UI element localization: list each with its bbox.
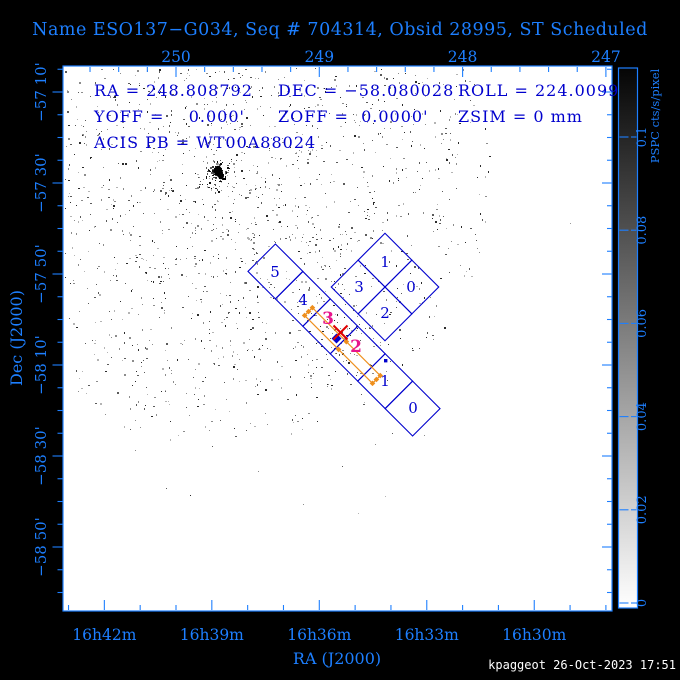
colorbar-title: PSPC cts/s/pixel	[648, 68, 662, 163]
annotation-zoff: ZOFF = 0.0000'	[278, 107, 428, 126]
page-title: Name ESO137−G034, Seq # 704314, Obsid 28…	[32, 20, 648, 40]
x-axis-title: RA (J2000)	[293, 649, 381, 668]
acis-s-chip-label: 4	[298, 291, 308, 309]
y-tick-label: −57 10'	[32, 62, 50, 122]
x-bottom-tick-label: 16h36m	[287, 626, 351, 644]
axis-ticks	[52, 67, 612, 610]
acis-i-chip-label: 3	[354, 278, 364, 296]
detector-aimpoint-marker	[331, 333, 342, 344]
x-bottom-tick-label: 16h39m	[180, 626, 244, 644]
x-bottom-tick-label: 16h42m	[72, 626, 136, 644]
bright-source-blob	[212, 165, 226, 180]
x-top-tick-label: 248	[448, 48, 478, 66]
y-tick-label: −58 10'	[32, 335, 50, 395]
subarray-box	[301, 304, 384, 387]
acis-i-chip-label: 1	[380, 253, 390, 271]
y-tick-label: −57 30'	[32, 153, 50, 213]
annotation-acis-pb: ACIS PB = WT00A88024	[93, 133, 316, 152]
acis-i-chip-label: 0	[406, 278, 416, 296]
y-tick-label: −58 30'	[32, 426, 50, 486]
colorbar: 0.1 0.08 0.06 0.04 0.02 0 PSPC cts/s/pixel	[617, 67, 662, 609]
colorbar-tick-label: 0.06	[635, 309, 650, 338]
x-bottom-tick-label: 16h33m	[395, 626, 459, 644]
y-tick-label: −58 50'	[32, 517, 50, 577]
colorbar-tick-label: 0.02	[635, 495, 650, 524]
annotation-ra: RA = 248.808792	[94, 81, 253, 100]
x-top-tick-label: 249	[305, 48, 335, 66]
colorbar-tick-label: 0	[635, 599, 650, 607]
acis-i-chip-label: 2	[380, 304, 390, 322]
x-top-tick-label: 250	[161, 48, 191, 66]
acis-i-array-outline	[330, 232, 440, 342]
annotation-zsim: ZSIM = 0 mm	[458, 107, 583, 126]
annotation-dec: DEC = −58.080028	[278, 81, 454, 100]
acis-s-chip-label: 2	[350, 337, 362, 357]
acis-s-chip-label: 1	[380, 372, 390, 390]
acis-s-chip-label: 0	[408, 399, 418, 417]
y-tick-label: −57 50'	[32, 244, 50, 304]
target-cross-icon	[332, 324, 349, 341]
colorbar-tick-label: 0.08	[635, 216, 650, 245]
credit-timestamp: kpaggeot 26-Oct-2023 17:51	[488, 658, 676, 672]
colorbar-tick-label: 0.1	[635, 127, 650, 148]
plot-frame	[62, 65, 613, 612]
acis-s-chip-label: 3	[322, 309, 334, 329]
chip-corner-marker	[384, 359, 388, 363]
x-bottom-tick-label: 16h30m	[502, 626, 566, 644]
x-top-tick-label: 247	[591, 48, 621, 66]
annotation-roll: ROLL = 224.0099	[458, 81, 619, 100]
colorbar-tick-label: 0.04	[635, 402, 650, 431]
annotation-yoff: YOFF = 0.000'	[93, 107, 245, 126]
y-axis-title: Dec (J2000)	[7, 290, 26, 386]
acis-s-chip-label: 5	[270, 263, 280, 281]
